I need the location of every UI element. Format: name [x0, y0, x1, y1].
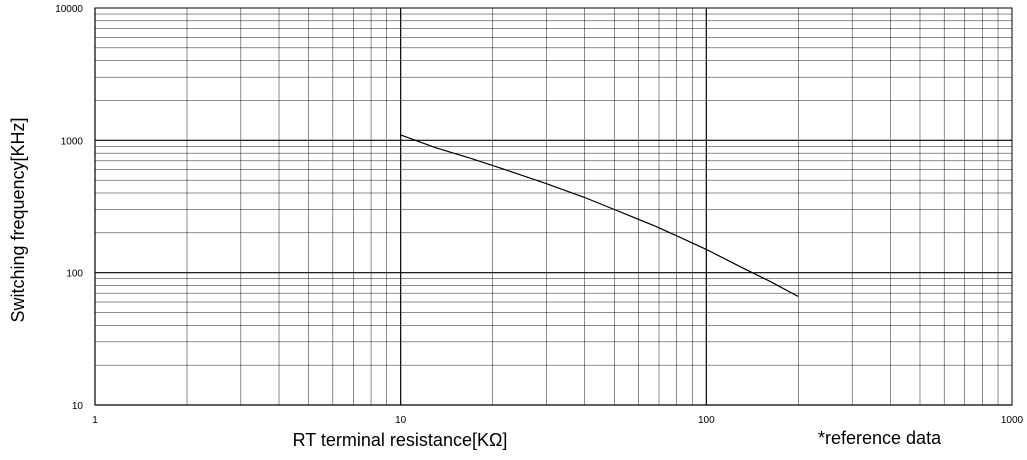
y-tick-label: 10	[72, 401, 84, 412]
major-gridlines	[94, 8, 1012, 406]
y-tick-label: 10000	[55, 4, 83, 15]
reference-note: *reference data	[818, 428, 942, 448]
x-axis-title: RT terminal resistance[KΩ]	[293, 430, 508, 450]
plot-frame	[94, 7, 1013, 406]
x-tick-label: 100	[698, 415, 715, 426]
y-tick-labels: 10 100 1000 10000	[55, 4, 83, 412]
series-line	[400, 134, 799, 298]
y-axis-title: Switching frequency[KHz]	[8, 117, 28, 322]
minor-gridlines	[95, 8, 1012, 405]
x-tick-label: 1000	[1001, 415, 1024, 426]
y-tick-label: 100	[66, 269, 83, 280]
x-tick-labels: 1 10 100 1000	[92, 415, 1023, 426]
x-tick-label: 10	[395, 415, 407, 426]
y-tick-label: 1000	[61, 136, 84, 147]
x-tick-label: 1	[92, 415, 98, 426]
series-layer	[400, 134, 799, 298]
